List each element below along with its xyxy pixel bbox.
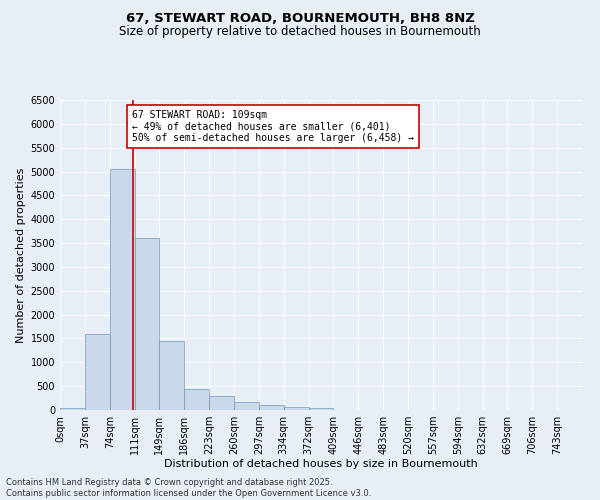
Bar bbox=[184, 388, 209, 410]
Text: 67, STEWART ROAD, BOURNEMOUTH, BH8 8NZ: 67, STEWART ROAD, BOURNEMOUTH, BH8 8NZ bbox=[125, 12, 475, 26]
Bar bbox=[284, 406, 308, 410]
Bar bbox=[110, 169, 134, 410]
Text: 67 STEWART ROAD: 109sqm
← 49% of detached houses are smaller (6,401)
50% of semi: 67 STEWART ROAD: 109sqm ← 49% of detache… bbox=[132, 110, 414, 142]
Bar bbox=[259, 405, 284, 410]
Bar bbox=[234, 402, 259, 410]
Bar bbox=[209, 396, 234, 410]
X-axis label: Distribution of detached houses by size in Bournemouth: Distribution of detached houses by size … bbox=[164, 458, 478, 468]
Bar bbox=[308, 408, 334, 410]
Bar bbox=[160, 341, 184, 410]
Text: Contains HM Land Registry data © Crown copyright and database right 2025.
Contai: Contains HM Land Registry data © Crown c… bbox=[6, 478, 371, 498]
Bar bbox=[134, 238, 160, 410]
Y-axis label: Number of detached properties: Number of detached properties bbox=[16, 168, 26, 342]
Text: Size of property relative to detached houses in Bournemouth: Size of property relative to detached ho… bbox=[119, 25, 481, 38]
Bar bbox=[60, 408, 85, 410]
Bar bbox=[85, 334, 110, 410]
